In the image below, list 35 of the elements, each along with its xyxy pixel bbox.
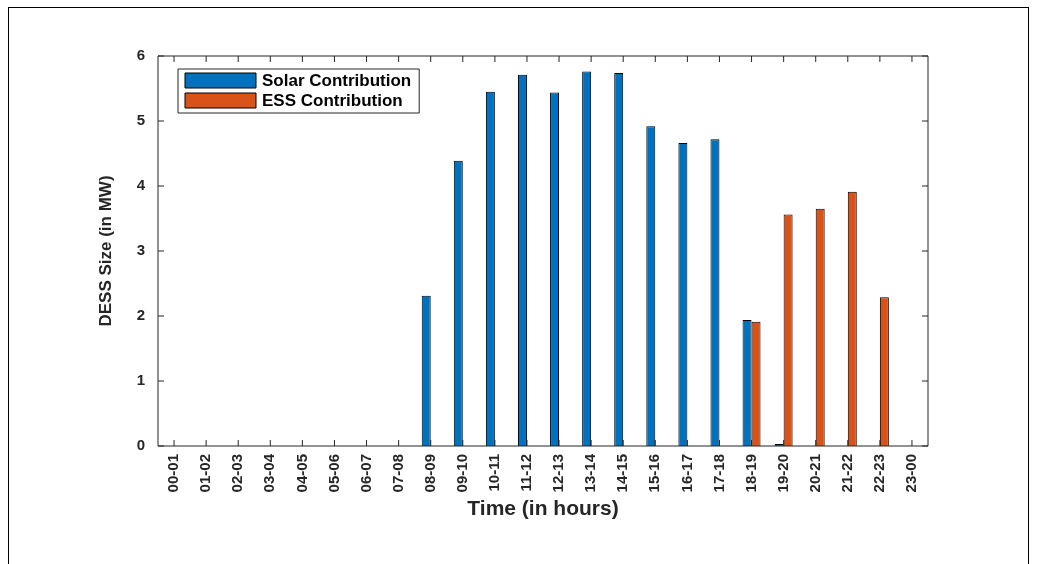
x-tick-label: 19-20 (773, 454, 791, 493)
y-tick-label: 5 (136, 111, 145, 129)
y-tick-label: 4 (136, 176, 146, 194)
x-tick-label: 21-22 (837, 454, 855, 493)
x-tick-label: 05-06 (324, 454, 342, 493)
y-tick-label: 3 (136, 241, 145, 259)
x-tick-label: 07-08 (388, 454, 406, 493)
y-tick-label: 1 (136, 371, 145, 389)
x-tick-label: 23-00 (902, 454, 920, 493)
x-axis-title: Time (in hours) (467, 496, 619, 520)
x-tick-label: 01-02 (196, 454, 214, 493)
x-tick-label: 22-23 (870, 454, 888, 493)
x-tick-label: 16-17 (677, 454, 695, 493)
x-tick-label: 17-18 (709, 454, 727, 493)
x-tick-label: 00-01 (164, 454, 182, 493)
x-tick-label: 18-19 (741, 454, 759, 493)
y-tick-label: 0 (136, 436, 145, 454)
x-tick-label: 08-09 (420, 454, 438, 493)
x-tick-label: 20-21 (805, 454, 823, 493)
legend-label: Solar Contribution (262, 70, 412, 90)
x-tick-label: 12-13 (549, 454, 567, 493)
x-tick-label: 13-14 (581, 453, 599, 493)
y-tick-label: 2 (136, 306, 145, 324)
x-tick-label: 04-05 (292, 454, 310, 493)
x-tick-label: 10-11 (485, 454, 503, 492)
x-tick-label: 02-03 (228, 454, 246, 493)
x-tick-label: 03-04 (260, 453, 278, 493)
y-axis-title: DESS Size (in MW) (95, 175, 115, 327)
x-tick-label: 11-12 (517, 454, 535, 492)
legend-label: ESS Contribution (262, 90, 403, 110)
x-tick-label: 14-15 (613, 454, 631, 493)
y-tick-label: 6 (136, 46, 145, 64)
x-tick-label: 09-10 (452, 454, 470, 493)
x-tick-label: 06-07 (356, 454, 374, 493)
x-tick-label: 15-16 (645, 454, 663, 493)
